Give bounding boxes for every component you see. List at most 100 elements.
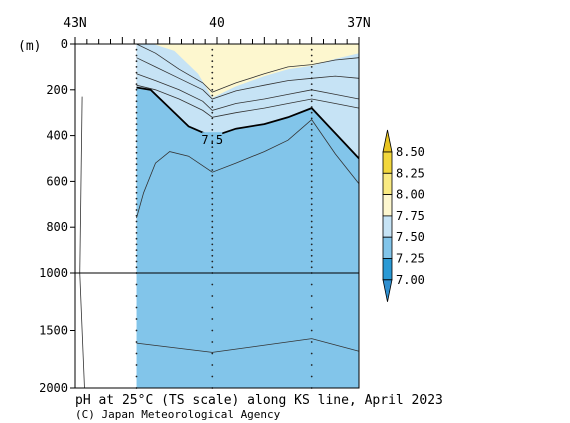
station-sample-2 [310, 329, 313, 332]
station-sample-0 [135, 186, 138, 189]
station-sample-1 [211, 283, 214, 286]
station-sample-2 [310, 94, 313, 97]
colorbar-upper-arrow [382, 129, 393, 153]
station-sample-2 [310, 266, 313, 269]
station-sample-0 [135, 129, 138, 131]
station-sample-2 [310, 100, 313, 103]
station-sample-0 [135, 151, 138, 154]
station-sample-1 [211, 214, 214, 217]
station-sample-0 [135, 283, 138, 286]
station-sample-1 [211, 83, 214, 85]
colorbar-segment-4 [382, 236, 393, 259]
station-sample-2 [310, 180, 313, 183]
station-sample-1 [211, 111, 214, 114]
station-sample-0 [135, 197, 138, 200]
station-sample-0 [135, 306, 138, 309]
station-sample-1 [211, 66, 214, 68]
station-sample-1 [211, 117, 214, 120]
station-sample-2 [310, 48, 313, 51]
station-sample-0 [135, 169, 138, 171]
contour-line-upper-1 [136, 57, 360, 100]
station-sample-2 [310, 220, 313, 223]
station-sample-2 [310, 106, 313, 108]
station-sample-1 [211, 232, 214, 234]
station-sample-1 [211, 352, 214, 355]
station-sample-2 [310, 77, 313, 80]
station-sample-1 [211, 237, 214, 240]
station-sample-1 [211, 243, 214, 246]
station-sample-0 [135, 352, 138, 355]
station-sample-0 [135, 88, 138, 91]
chart-title: pH at 25°C (TS scale) along KS line, Apr… [75, 393, 443, 408]
colorbar-segment-2 [382, 194, 393, 217]
station-sample-2 [310, 352, 313, 355]
station-sample-0 [135, 260, 138, 263]
station-sample-2 [310, 123, 313, 125]
station-sample-0 [135, 163, 138, 166]
station-sample-2 [310, 226, 313, 229]
station-sample-1 [211, 329, 214, 332]
station-sample-2 [310, 237, 313, 240]
colorbar-segment-0 [382, 151, 393, 174]
station-sample-2 [310, 295, 313, 297]
colorbar-segment-3 [382, 215, 393, 238]
station-sample-2 [310, 66, 313, 68]
station-sample-0 [135, 157, 138, 160]
colorbar-label-5: 7.25 [396, 252, 425, 266]
station-sample-2 [310, 283, 313, 286]
station-sample-2 [310, 174, 313, 177]
station-sample-2 [310, 203, 313, 206]
station-sample-1 [211, 146, 214, 149]
station-sample-2 [310, 146, 313, 149]
station-sample-0 [135, 117, 138, 120]
colorbar-label-6: 7.00 [396, 273, 425, 287]
station-sample-0 [135, 329, 138, 332]
station-sample-2 [310, 375, 313, 378]
station-sample-0 [135, 295, 138, 297]
station-sample-2 [310, 88, 313, 91]
station-sample-1 [211, 106, 214, 108]
station-sample-1 [211, 48, 214, 51]
y-tick-label-2: 400 [46, 129, 68, 143]
station-sample-2 [310, 232, 313, 234]
station-sample-0 [135, 106, 138, 108]
station-sample-1 [211, 180, 214, 183]
station-sample-0 [135, 111, 138, 114]
station-sample-2 [310, 117, 313, 120]
contour-line-deep [136, 119, 360, 219]
station-sample-0 [135, 375, 138, 378]
station-sample-0 [135, 209, 138, 211]
contour-label-0: 7.5 [201, 133, 223, 147]
contour-label-bg-0 [202, 132, 223, 147]
station-sample-2 [310, 214, 313, 217]
colorbar: 8.50 8.25 8.00 7.75 7.50 7.25 7.00 [382, 129, 425, 302]
station-sample-2 [310, 243, 313, 246]
station-sample-0 [135, 254, 138, 257]
colorbar-label-3: 7.75 [396, 209, 425, 223]
station-sample-2 [310, 191, 313, 194]
station-sample-2 [310, 318, 313, 320]
station-sample-1 [211, 266, 214, 269]
station-sample-0 [135, 318, 138, 320]
station-sample-2 [310, 111, 313, 114]
station-sample-2 [310, 341, 313, 343]
y-tick-label-6: 1500 [39, 324, 68, 338]
station-sample-0 [135, 54, 138, 57]
y-tick-label-5: 1000 [39, 266, 68, 280]
station-sample-1 [211, 226, 214, 229]
y-tick-label-3: 600 [46, 174, 68, 188]
y-tick-label-7: 2000 [39, 381, 68, 395]
colorbar-lower-arrow [382, 279, 393, 302]
station-sample-1 [211, 209, 214, 211]
station-sample-2 [310, 83, 313, 85]
station-sample-2 [310, 151, 313, 154]
station-sample-0 [135, 214, 138, 217]
station-sample-2 [310, 129, 313, 131]
station-sample-1 [211, 163, 214, 166]
station-sample-1 [211, 249, 214, 252]
station-sample-2 [310, 197, 313, 200]
station-sample-0 [135, 220, 138, 223]
station-sample-2 [310, 249, 313, 252]
station-sample-1 [211, 203, 214, 206]
station-sample-2 [310, 209, 313, 211]
